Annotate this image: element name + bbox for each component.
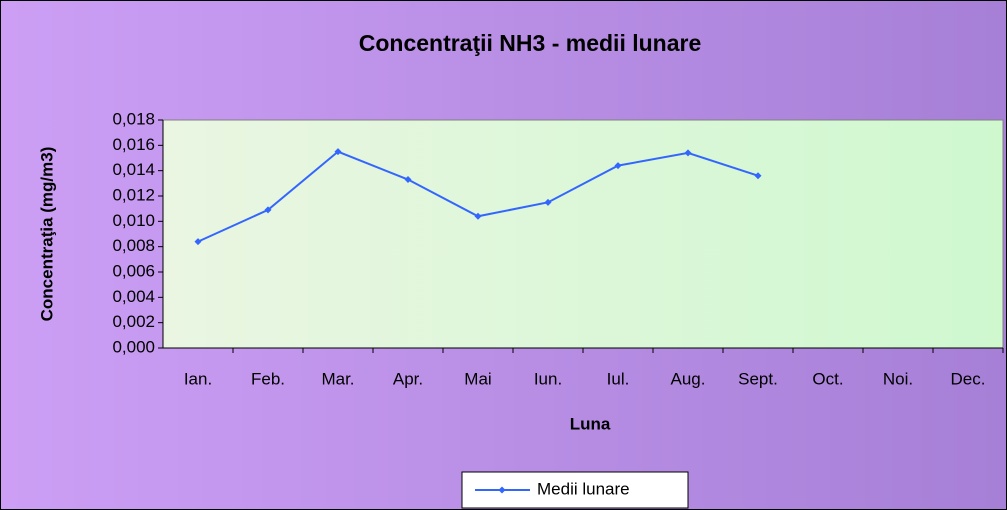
chart-title: Concentraţii NH3 - medii lunare <box>359 30 702 56</box>
plot-area <box>162 119 1004 349</box>
data-point <box>614 162 622 170</box>
data-point <box>334 148 342 156</box>
legend-marker <box>498 486 506 494</box>
y-tick-label: 0,016 <box>112 135 155 154</box>
x-tick-label: Sept. <box>738 369 778 388</box>
x-tick-label: Iul. <box>607 369 630 388</box>
y-axis-title: Concentraţia (mg/m3) <box>37 147 56 322</box>
x-tick-label: Oct. <box>812 369 843 388</box>
y-tick-label: 0,014 <box>112 160 155 179</box>
data-point <box>684 149 692 157</box>
y-tick-label: 0,002 <box>112 312 155 331</box>
x-tick-label: Ian. <box>184 369 212 388</box>
x-axis-title: Luna <box>570 414 611 433</box>
x-tick-label: Dec. <box>951 369 986 388</box>
data-point <box>264 206 272 214</box>
y-tick-label: 0,000 <box>112 337 155 356</box>
x-tick-label: Apr. <box>393 369 423 388</box>
x-tick-label: Mar. <box>321 369 354 388</box>
x-tick-label: Noi. <box>883 369 913 388</box>
x-tick-label: Aug. <box>671 369 706 388</box>
data-point <box>194 238 202 246</box>
data-point <box>754 172 762 180</box>
data-point <box>474 212 482 220</box>
y-tick-label: 0,018 <box>112 109 155 128</box>
data-point <box>544 198 552 206</box>
y-tick-label: 0,006 <box>112 261 155 280</box>
y-tick-label: 0,008 <box>112 236 155 255</box>
x-tick-label: Iun. <box>534 369 562 388</box>
y-tick-label: 0,010 <box>112 211 155 230</box>
y-tick-label: 0,012 <box>112 185 155 204</box>
data-point <box>404 176 412 184</box>
x-tick-label: Mai <box>464 369 491 388</box>
legend-label: Medii lunare <box>537 479 630 498</box>
y-tick-label: 0,004 <box>112 287 155 306</box>
x-tick-label: Feb. <box>251 369 285 388</box>
